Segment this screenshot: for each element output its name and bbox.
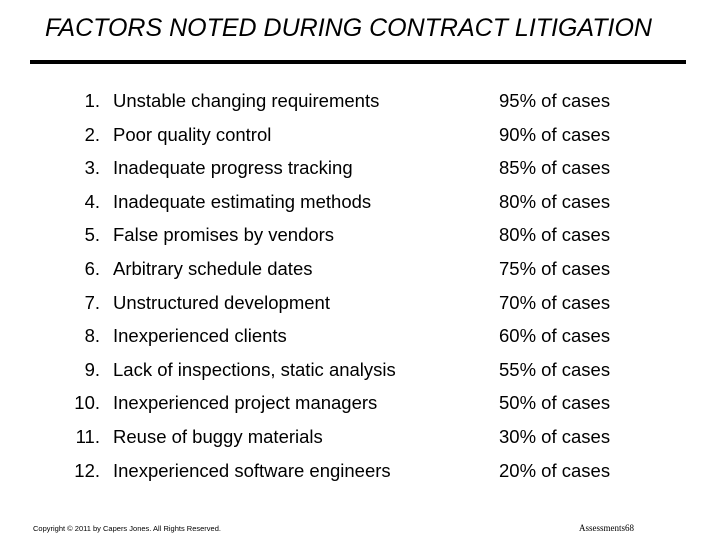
factor-number: 2. <box>84 123 100 145</box>
factor-number: 10. <box>74 392 100 414</box>
factor-row: 5. False promises by vendors 80% of case… <box>0 218 720 252</box>
factor-label: Unstable changing requirements <box>113 90 380 111</box>
factor-number: 11. <box>75 425 100 447</box>
factor-label: Inadequate estimating methods <box>113 190 372 212</box>
factor-percent: 50% of cases <box>499 392 611 414</box>
factor-percent: 60% of cases <box>499 325 611 347</box>
factor-percent: 30% of cases <box>499 425 611 447</box>
factor-row: 11. Reuse of buggy materials 30% of case… <box>0 420 720 454</box>
factor-number: 4. <box>84 190 100 212</box>
factor-number: 7. <box>84 291 100 313</box>
factor-number: 8. <box>84 325 100 347</box>
factor-label: Inexperienced clients <box>113 325 287 347</box>
factor-label: Lack of inspections, static analysis <box>113 358 396 380</box>
factor-label: Unstructured development <box>113 291 330 313</box>
factor-percent: 70% of cases <box>499 291 611 313</box>
factor-row: 12. Inexperienced software engineers 20%… <box>0 454 720 488</box>
factor-percent: 90% of cases <box>499 123 611 145</box>
factor-percent: 55% of cases <box>499 358 611 380</box>
factor-row: 10. Inexperienced project managers 50% o… <box>0 386 720 420</box>
factor-row: 8. Inexperienced clients 60% of cases <box>0 319 720 353</box>
copyright-notice: Copyright © 2011 by Capers Jones. All Ri… <box>33 524 221 533</box>
factor-percent: 80% of cases <box>499 190 611 212</box>
factor-label: Reuse of buggy materials <box>113 425 323 447</box>
factor-row: 4. Inadequate estimating methods 80% of … <box>0 185 720 219</box>
factor-number: 3. <box>84 157 100 179</box>
factor-number: 1. <box>84 90 100 111</box>
factor-row: 3. Inadequate progress tracking 85% of c… <box>0 151 720 185</box>
factor-percent: 95% of cases <box>499 90 611 111</box>
factor-number: 12. <box>74 459 100 481</box>
factor-row: 2. Poor quality control 90% of cases <box>0 118 720 152</box>
factor-number: 9. <box>84 358 100 380</box>
factor-label: Poor quality control <box>113 123 272 145</box>
factor-label: Inadequate progress tracking <box>113 157 353 179</box>
factor-row: 7. Unstructured development 70% of cases <box>0 286 720 320</box>
factor-row: 9. Lack of inspections, static analysis … <box>0 353 720 387</box>
factor-label: Inexperienced project managers <box>113 392 378 414</box>
factor-list: 1. Unstable changing requirements 95% of… <box>0 84 720 487</box>
title-divider <box>30 60 686 64</box>
factor-number: 6. <box>84 257 100 279</box>
factor-percent: 80% of cases <box>499 224 611 246</box>
factor-label: False promises by vendors <box>113 224 335 246</box>
factor-label: Inexperienced software engineers <box>113 459 391 481</box>
factor-percent: 75% of cases <box>499 257 611 279</box>
factor-label: Arbitrary schedule dates <box>113 257 313 279</box>
factor-number: 5. <box>84 224 100 246</box>
slide-page-label: Assessments68 <box>579 523 635 533</box>
factor-percent: 20% of cases <box>499 459 611 481</box>
factor-row: 1. Unstable changing requirements 95% of… <box>0 84 720 118</box>
factor-percent: 85% of cases <box>499 157 611 179</box>
factor-row: 6. Arbitrary schedule dates 75% of cases <box>0 252 720 286</box>
slide-title: FACTORS NOTED DURING CONTRACT LITIGATION <box>45 14 652 42</box>
